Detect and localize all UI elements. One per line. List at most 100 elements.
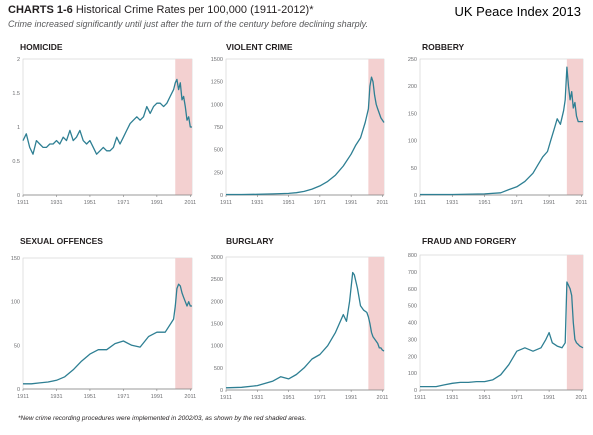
x-tick-label-violent-crime: 1951 bbox=[282, 200, 294, 206]
x-tick-label-homicide: 2011 bbox=[184, 200, 196, 206]
x-tick-label-fraud-and-forgery: 1971 bbox=[511, 395, 523, 401]
plot-frame-robbery bbox=[419, 58, 584, 196]
y-tick-label-robbery: 50 bbox=[411, 166, 417, 172]
y-tick-label-sexual-offences: 0 bbox=[17, 387, 20, 393]
series-line-violent-crime bbox=[226, 76, 385, 196]
shaded-region-sexual-offences bbox=[175, 258, 192, 389]
x-tick-label-homicide: 1911 bbox=[17, 200, 29, 206]
plot-frame-homicide bbox=[22, 58, 193, 196]
x-tick-label-sexual-offences: 1991 bbox=[151, 394, 163, 400]
y-tick-label-violent-crime: 750 bbox=[214, 125, 223, 131]
y-tick-label-burglary: 3000 bbox=[211, 255, 223, 261]
brand-label: UK Peace Index 2013 bbox=[454, 4, 581, 19]
page-title-lead: CHARTS 1-6 bbox=[8, 4, 73, 16]
x-tick-label-burglary: 2011 bbox=[377, 395, 389, 401]
y-tick-label-robbery: 200 bbox=[408, 84, 417, 90]
chart-title-violent-crime: VIOLENT CRIME bbox=[226, 42, 293, 52]
y-tick-label-homicide: 2 bbox=[17, 57, 20, 63]
y-tick-label-homicide: 1.5 bbox=[12, 91, 20, 97]
chart-title-homicide: HOMICIDE bbox=[20, 42, 63, 52]
y-tick-label-violent-crime: 1000 bbox=[211, 102, 223, 108]
x-tick-label-sexual-offences: 1911 bbox=[17, 394, 29, 400]
plot-frame-violent-crime bbox=[225, 58, 385, 196]
x-tick-label-violent-crime: 1991 bbox=[345, 200, 357, 206]
y-tick-label-violent-crime: 1500 bbox=[211, 57, 223, 63]
x-tick-label-violent-crime: 2011 bbox=[377, 200, 389, 206]
y-tick-label-burglary: 1000 bbox=[211, 344, 223, 350]
y-tick-label-homicide: 0 bbox=[17, 193, 20, 199]
y-tick-label-violent-crime: 500 bbox=[214, 148, 223, 154]
y-tick-label-sexual-offences: 50 bbox=[14, 343, 20, 349]
shaded-region-robbery bbox=[566, 59, 583, 195]
series-line-burglary bbox=[225, 271, 385, 389]
plot-frame-fraud-and-forgery bbox=[419, 254, 584, 391]
page-title: CHARTS 1-6 Historical Crime Rates per 10… bbox=[8, 4, 314, 16]
x-tick-label-robbery: 1991 bbox=[543, 200, 555, 206]
shaded-region-burglary bbox=[368, 257, 384, 390]
x-tick-label-sexual-offences: 2011 bbox=[184, 394, 196, 400]
y-tick-label-homicide: 1 bbox=[17, 125, 20, 131]
y-tick-label-fraud-and-forgery: 500 bbox=[408, 304, 417, 310]
y-tick-label-robbery: 250 bbox=[408, 57, 417, 63]
x-tick-label-homicide: 1931 bbox=[50, 200, 62, 206]
x-tick-label-robbery: 2011 bbox=[575, 200, 587, 206]
y-tick-label-fraud-and-forgery: 0 bbox=[414, 388, 417, 394]
series-line-homicide bbox=[22, 78, 192, 155]
series-line-fraud-and-forgery bbox=[420, 281, 584, 388]
y-tick-label-burglary: 2500 bbox=[211, 277, 223, 283]
plot-frame-sexual-offences bbox=[22, 257, 193, 390]
x-tick-label-robbery: 1931 bbox=[446, 200, 458, 206]
y-tick-label-fraud-and-forgery: 700 bbox=[408, 270, 417, 276]
chart-title-burglary: BURGLARY bbox=[226, 236, 274, 246]
page-subtitle: Crime increased significantly until just… bbox=[8, 19, 369, 29]
x-tick-label-sexual-offences: 1971 bbox=[117, 394, 129, 400]
x-tick-label-sexual-offences: 1951 bbox=[84, 394, 96, 400]
y-tick-label-violent-crime: 0 bbox=[220, 193, 223, 199]
y-tick-label-violent-crime: 250 bbox=[214, 170, 223, 176]
y-tick-label-violent-crime: 1250 bbox=[211, 80, 223, 86]
x-tick-label-burglary: 1911 bbox=[220, 395, 232, 401]
y-tick-label-robbery: 0 bbox=[414, 193, 417, 199]
x-tick-label-violent-crime: 1971 bbox=[314, 200, 326, 206]
page-title-text: Historical Crime Rates per 100,000 (1911… bbox=[75, 4, 314, 16]
y-tick-label-fraud-and-forgery: 800 bbox=[408, 253, 417, 259]
y-tick-label-fraud-and-forgery: 400 bbox=[408, 321, 417, 327]
x-tick-label-fraud-and-forgery: 1911 bbox=[414, 395, 426, 401]
shaded-region-violent-crime bbox=[368, 59, 384, 195]
y-tick-label-fraud-and-forgery: 300 bbox=[408, 337, 417, 343]
y-tick-label-robbery: 150 bbox=[408, 111, 417, 117]
y-tick-label-fraud-and-forgery: 600 bbox=[408, 287, 417, 293]
x-tick-label-violent-crime: 1911 bbox=[220, 200, 232, 206]
x-tick-label-fraud-and-forgery: 1991 bbox=[543, 395, 555, 401]
chart-title-robbery: ROBBERY bbox=[422, 42, 465, 52]
x-tick-label-violent-crime: 1931 bbox=[251, 200, 263, 206]
x-tick-label-fraud-and-forgery: 1931 bbox=[446, 395, 458, 401]
x-tick-label-fraud-and-forgery: 2011 bbox=[575, 395, 587, 401]
y-tick-label-fraud-and-forgery: 100 bbox=[408, 371, 417, 377]
x-tick-label-homicide: 1991 bbox=[151, 200, 163, 206]
y-tick-label-sexual-offences: 100 bbox=[11, 300, 20, 306]
y-tick-label-sexual-offences: 150 bbox=[11, 256, 20, 262]
x-tick-label-burglary: 1991 bbox=[345, 395, 357, 401]
x-tick-label-robbery: 1971 bbox=[511, 200, 523, 206]
x-tick-label-sexual-offences: 1931 bbox=[50, 394, 62, 400]
chart-title-fraud-and-forgery: FRAUD AND FORGERY bbox=[422, 236, 517, 246]
x-tick-label-homicide: 1971 bbox=[117, 200, 129, 206]
y-tick-label-fraud-and-forgery: 200 bbox=[408, 354, 417, 360]
x-tick-label-robbery: 1911 bbox=[414, 200, 426, 206]
x-tick-label-robbery: 1951 bbox=[478, 200, 490, 206]
shaded-region-homicide bbox=[175, 59, 192, 195]
footnote: *New crime recording procedures were imp… bbox=[18, 415, 307, 422]
shaded-region-fraud-and-forgery bbox=[566, 255, 583, 390]
y-tick-label-burglary: 2000 bbox=[211, 299, 223, 305]
x-tick-label-fraud-and-forgery: 1951 bbox=[478, 395, 490, 401]
x-tick-label-burglary: 1971 bbox=[314, 395, 326, 401]
x-tick-label-burglary: 1931 bbox=[251, 395, 263, 401]
x-tick-label-burglary: 1951 bbox=[282, 395, 294, 401]
series-line-sexual-offences bbox=[23, 283, 192, 385]
chart-title-sexual-offences: SEXUAL OFFENCES bbox=[20, 236, 103, 246]
y-tick-label-burglary: 1500 bbox=[211, 322, 223, 328]
y-tick-label-burglary: 500 bbox=[214, 366, 223, 372]
plot-frame-burglary bbox=[225, 256, 385, 391]
